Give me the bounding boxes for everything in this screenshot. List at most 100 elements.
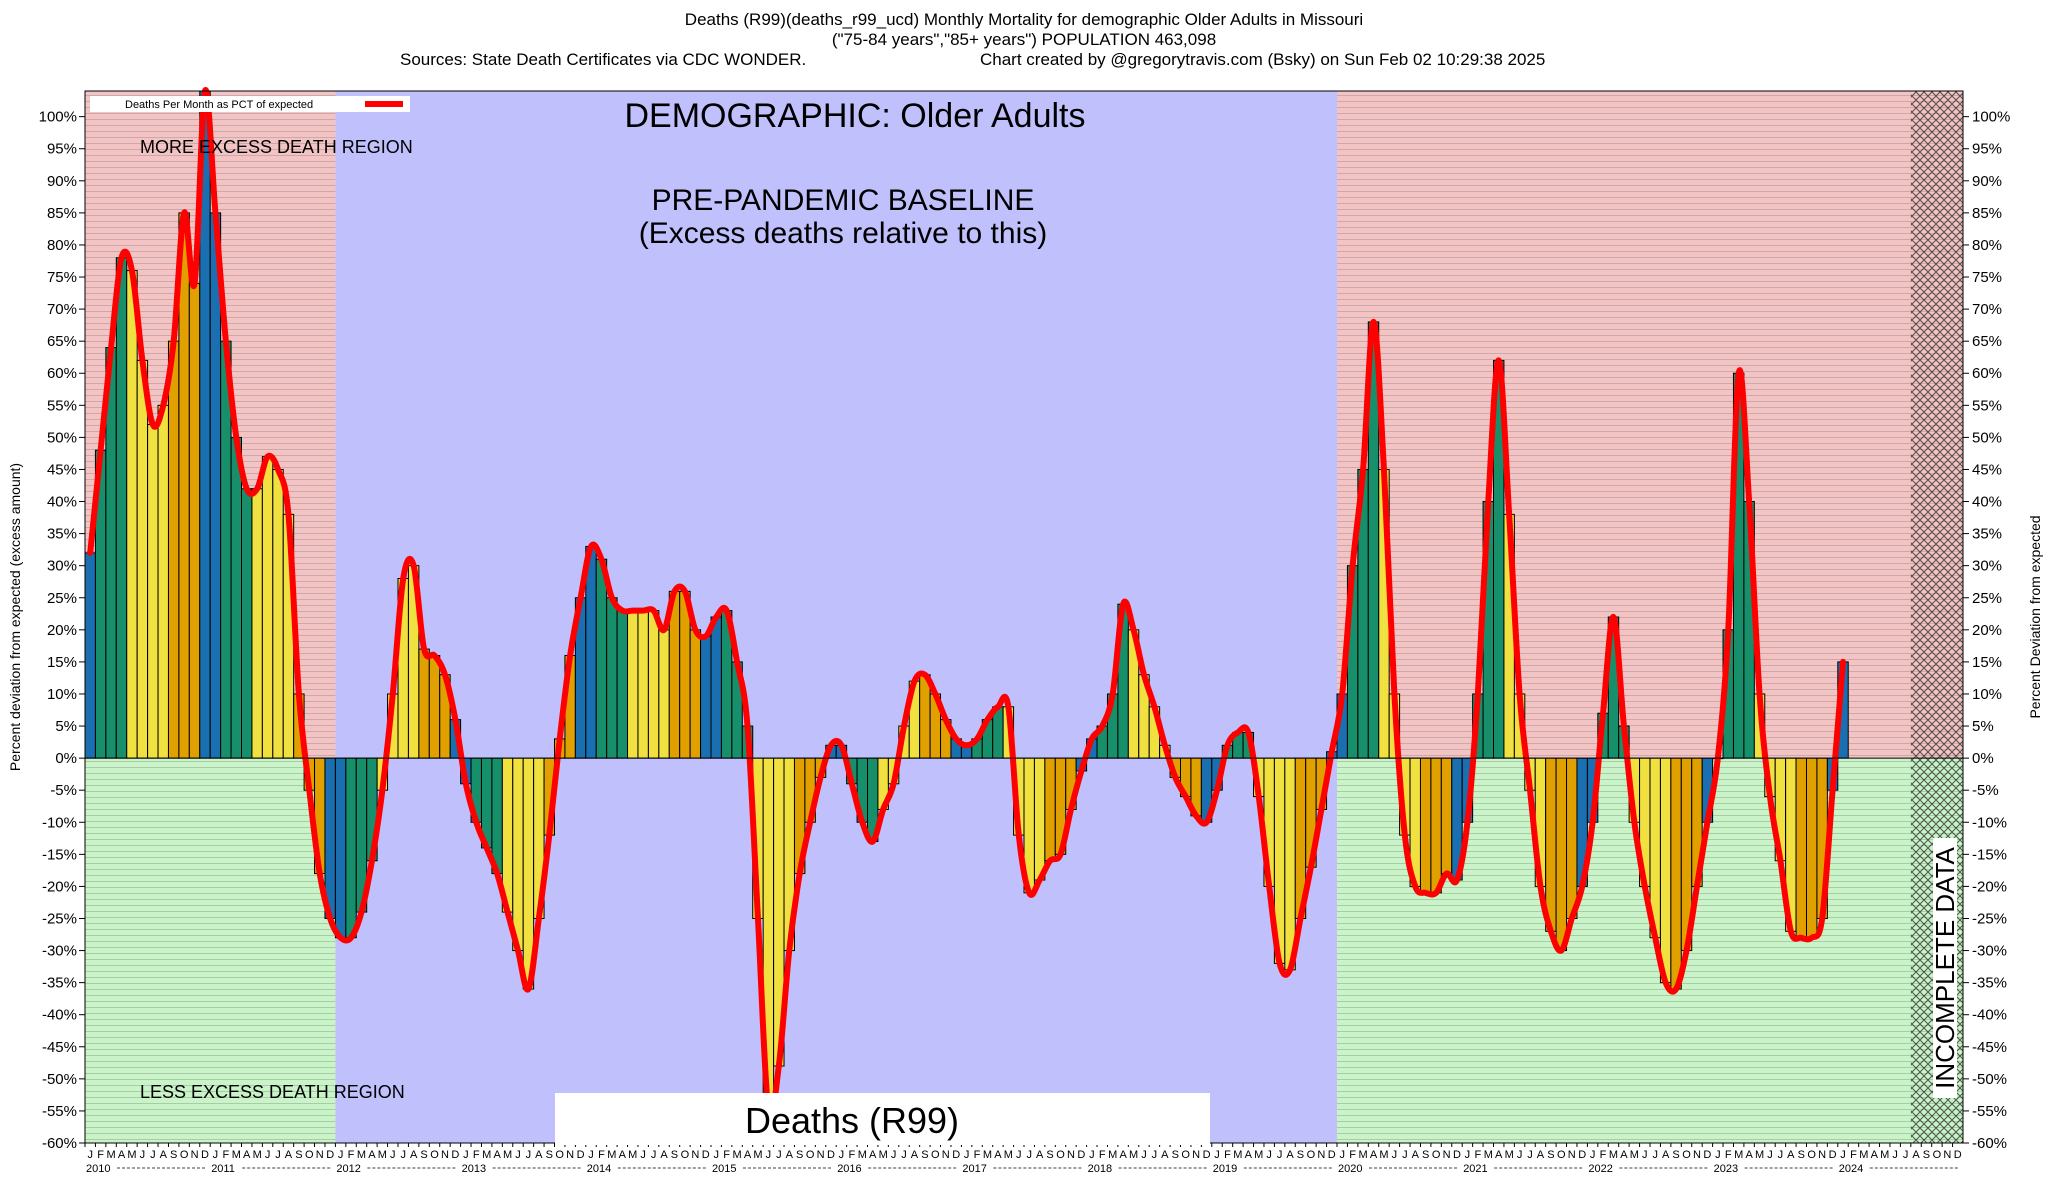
x-month-label: M	[1358, 1149, 1367, 1161]
x-month-label: M	[106, 1149, 115, 1161]
y-tick-label-right: 30%	[1972, 558, 2002, 575]
x-month-label: D	[1203, 1149, 1211, 1161]
x-month-label: S	[1547, 1149, 1554, 1161]
x-month-label: J	[400, 1149, 406, 1161]
y-tick-label-left: -25%	[42, 910, 77, 927]
y-tick-label-left: -40%	[42, 1007, 77, 1024]
baseline-label-2: (Excess deaths relative to this)	[639, 217, 1048, 250]
x-month-label: M	[1484, 1149, 1493, 1161]
bar	[1440, 757, 1453, 875]
bar	[647, 610, 660, 759]
bar	[115, 257, 128, 759]
x-month-label: S	[1046, 1149, 1053, 1161]
x-month-label: A	[994, 1149, 1002, 1161]
less-excess-label: LESS EXCESS DEATH REGION	[140, 1082, 405, 1102]
x-month-label: M	[1755, 1149, 1764, 1161]
y-tick-label-left: 65%	[47, 333, 77, 350]
x-month-label: D	[451, 1149, 459, 1161]
x-month-label: F	[1850, 1149, 1857, 1161]
y-tick-label-right: 65%	[1972, 333, 2002, 350]
bar	[1659, 757, 1672, 984]
x-month-label: D	[702, 1149, 710, 1161]
x-month-label: F	[723, 1149, 730, 1161]
y-tick-label-right: 20%	[1972, 622, 2002, 639]
bar	[251, 488, 263, 759]
x-month-label: O	[1056, 1149, 1065, 1161]
x-month-label: M	[1129, 1149, 1138, 1161]
y-tick-label-right: 85%	[1972, 205, 2002, 222]
x-month-label: F	[1224, 1149, 1231, 1161]
x-month-label: F	[473, 1149, 480, 1161]
x-month-label: J	[140, 1149, 146, 1161]
x-month-label: A	[243, 1149, 251, 1161]
y-tick-label-left: 30%	[47, 558, 77, 575]
bar	[1566, 757, 1578, 919]
x-month-label: O	[1307, 1149, 1316, 1161]
x-year-label: 2024	[1839, 1163, 1863, 1175]
x-month-label: J	[1152, 1149, 1158, 1161]
x-year-label: 2011	[211, 1163, 235, 1175]
x-month-label: M	[253, 1149, 262, 1161]
incomplete-label-bg	[1933, 838, 1957, 1098]
x-month-label: O	[1181, 1149, 1190, 1161]
x-month-label: M	[1630, 1149, 1639, 1161]
x-month-label: M	[1609, 1149, 1618, 1161]
x-month-label: M	[1108, 1149, 1117, 1161]
x-year-label: 2013	[462, 1163, 486, 1175]
demographic-label: DEMOGRAPHIC: Older Adults	[624, 97, 1085, 135]
y-tick-label-left: 45%	[47, 461, 77, 478]
x-month-label: A	[744, 1149, 752, 1161]
y-tick-label-right: -45%	[1972, 1039, 2007, 1056]
y-tick-label-left: -10%	[42, 814, 77, 831]
x-month-label: N	[566, 1149, 574, 1161]
bar	[1806, 757, 1818, 939]
x-month-label: M	[503, 1149, 512, 1161]
y-tick-label-right: 5%	[1972, 718, 1994, 735]
x-month-label: F	[222, 1149, 229, 1161]
x-month-label: M	[628, 1149, 637, 1161]
x-month-label: M	[232, 1149, 241, 1161]
bar	[345, 757, 357, 939]
bar	[1545, 757, 1557, 932]
x-month-label: S	[170, 1149, 177, 1161]
legend-label: Deaths Per Month as PCT of expected	[125, 99, 313, 111]
y-tick-label-right: 35%	[1972, 526, 2002, 543]
x-month-label: J	[1016, 1149, 1022, 1161]
x-month-label: A	[1495, 1149, 1503, 1161]
x-year-label: 2015	[712, 1163, 736, 1175]
x-month-label: M	[1859, 1149, 1868, 1161]
bar	[1044, 757, 1056, 862]
x-month-label: J	[1277, 1149, 1283, 1161]
x-month-label: F	[1474, 1149, 1481, 1161]
region-rule-right	[1337, 91, 1963, 1143]
x-month-label: S	[671, 1149, 678, 1161]
bar	[616, 610, 629, 759]
x-month-label: J	[1652, 1149, 1658, 1161]
x-year-label: 2014	[587, 1163, 611, 1175]
bar	[606, 597, 618, 759]
y-tick-label-left: 5%	[55, 718, 77, 735]
y-tick-label-right: -55%	[1972, 1103, 2007, 1120]
x-month-label: S	[1672, 1149, 1679, 1161]
y-tick-label-left: -15%	[42, 846, 77, 863]
y-tick-label-left: -30%	[42, 943, 77, 960]
x-month-label: J	[1214, 1149, 1220, 1161]
y-tick-label-left: -35%	[42, 975, 77, 992]
cause-label: Deaths (R99)	[745, 1100, 959, 1141]
y-tick-label-left: 95%	[47, 141, 77, 158]
x-month-label: D	[952, 1149, 960, 1161]
x-month-label: D	[326, 1149, 334, 1161]
y-tick-label-left: 60%	[47, 365, 77, 382]
x-month-label: J	[588, 1149, 594, 1161]
x-month-label: S	[420, 1149, 427, 1161]
x-month-label: A	[786, 1149, 794, 1161]
x-year-label: 2020	[1338, 1163, 1362, 1175]
y-tick-label-left: 40%	[47, 494, 77, 511]
y-tick-label-right: 0%	[1972, 750, 1994, 767]
x-month-label: J	[1089, 1149, 1095, 1161]
y-tick-label-left: 35%	[47, 526, 77, 543]
x-month-label: N	[1067, 1149, 1075, 1161]
x-month-label: M	[1379, 1149, 1388, 1161]
y-tick-label-right: -25%	[1972, 910, 2007, 927]
